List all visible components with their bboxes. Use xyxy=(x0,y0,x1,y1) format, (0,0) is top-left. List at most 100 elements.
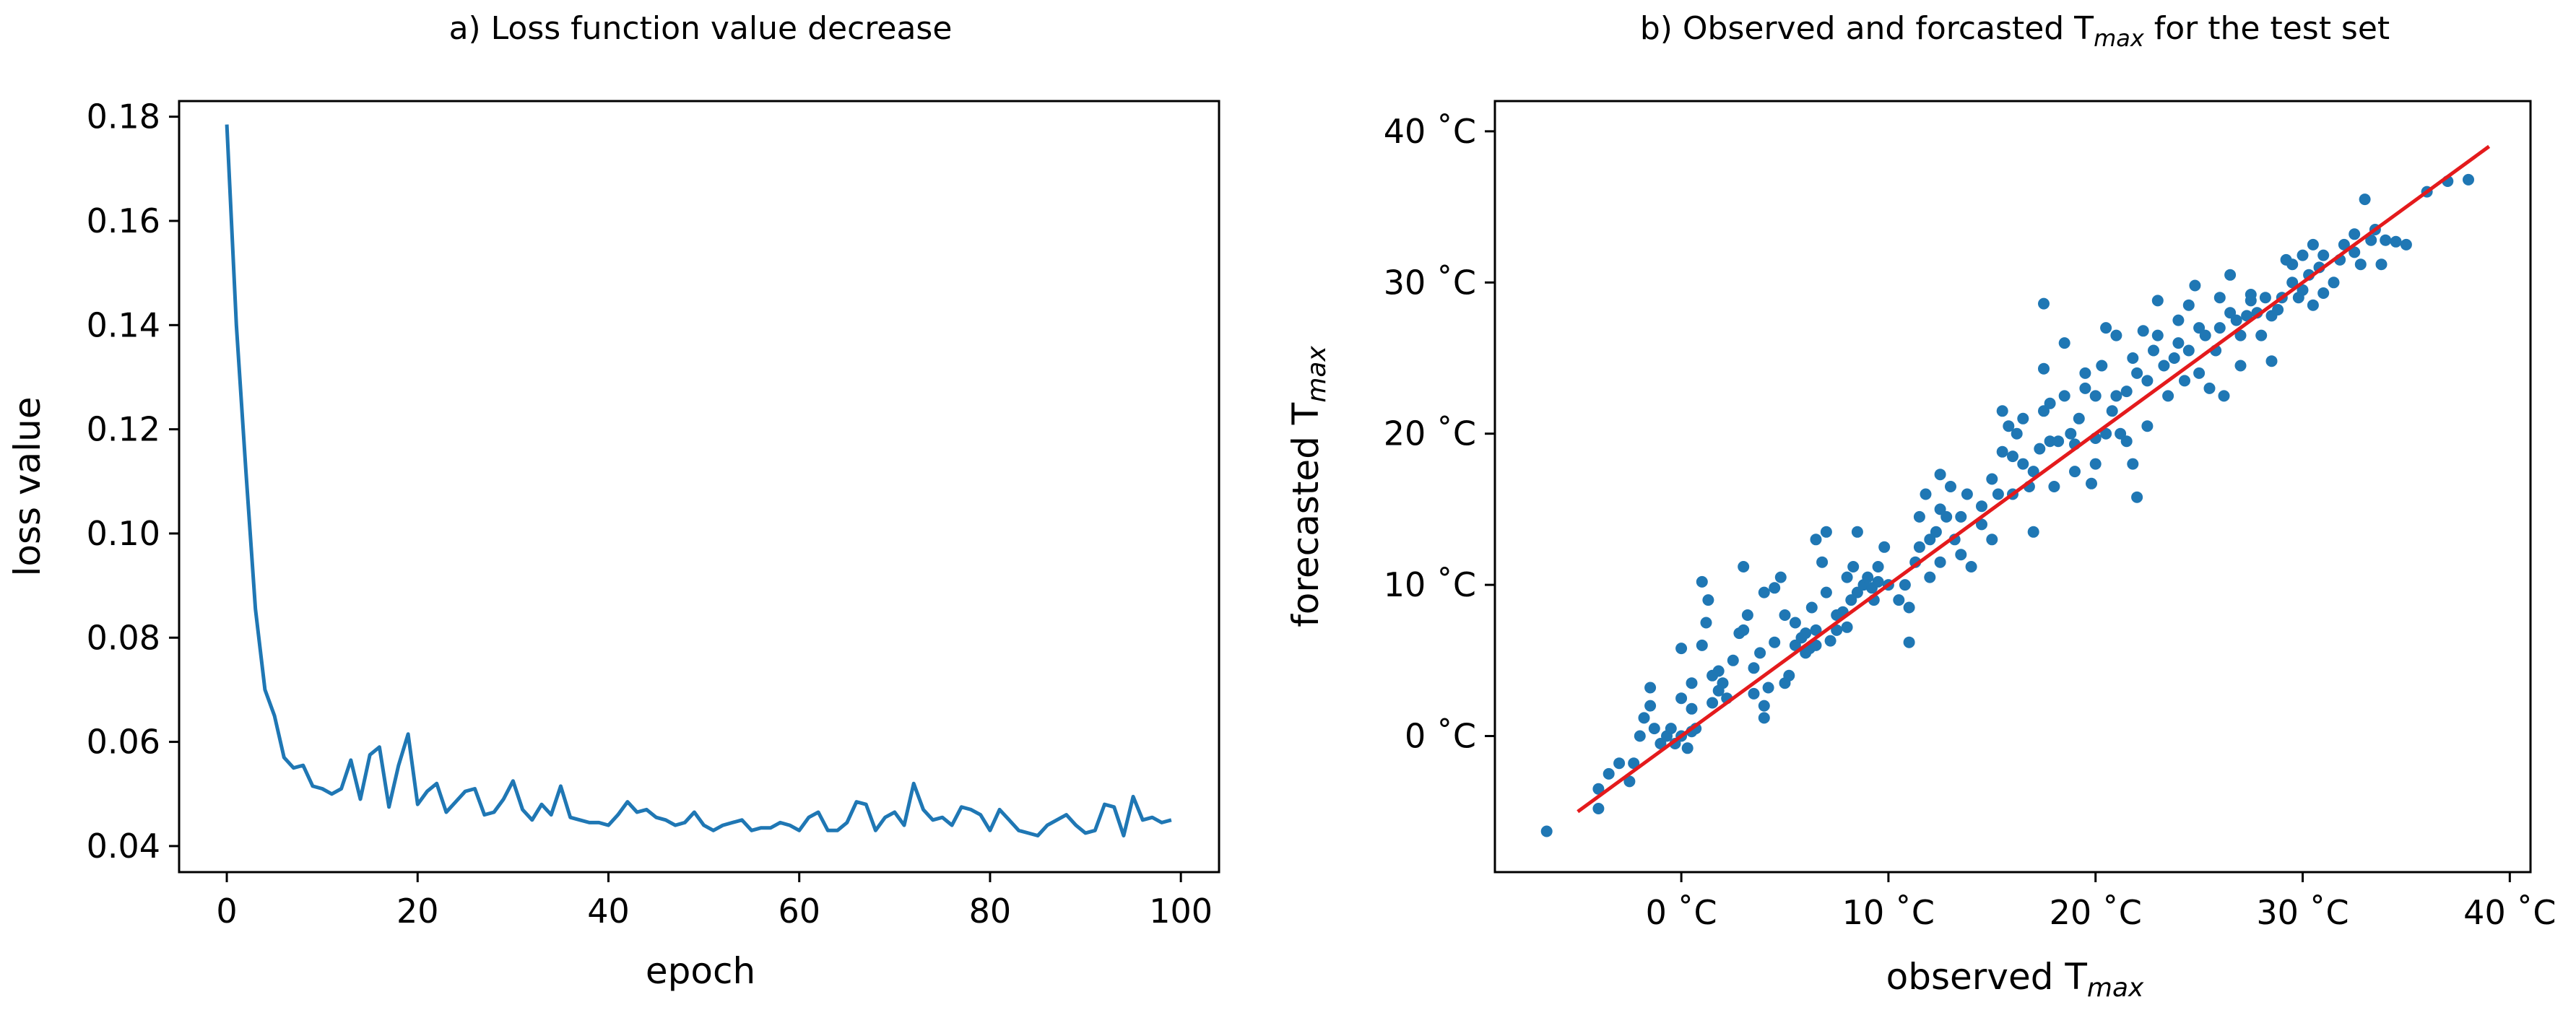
panel-a-ticks: 0 20 40 60 80 100 0.04 0.06 0.08 0.10 0.12 0.14 0.16… xyxy=(87,97,1213,931)
scatter-point xyxy=(1824,635,1836,647)
scatter-point xyxy=(2349,246,2361,258)
y-tick-label: 0.18 xyxy=(87,97,160,136)
y-tick-label: 20 ˚C xyxy=(1384,414,1476,453)
scatter-point xyxy=(1996,405,2008,417)
scatter-point xyxy=(2297,284,2309,296)
scatter-point xyxy=(2390,235,2402,248)
scatter-point xyxy=(1945,481,1956,492)
scatter-point xyxy=(2003,420,2015,432)
scatter-point xyxy=(2058,390,2070,402)
y-tick-label: 30 ˚C xyxy=(1384,263,1476,302)
scatter-point xyxy=(1872,561,1884,573)
scatter-point xyxy=(1603,767,1615,780)
scatter-point xyxy=(2120,435,2133,448)
panel-b-title-sub: max xyxy=(2094,25,2145,52)
panel-b-x-label: observed Tmax xyxy=(1886,956,2144,1003)
y-tick-label: 0.12 xyxy=(87,410,160,449)
panel-b-fit-line-group xyxy=(1577,144,2491,814)
scatter-point xyxy=(1851,526,1863,538)
scatter-point xyxy=(2151,329,2164,341)
scatter-point xyxy=(1738,624,1750,636)
x-tick-label: 20 xyxy=(396,892,439,931)
scatter-point xyxy=(1903,601,1915,614)
scatter-point xyxy=(1903,636,1915,648)
scatter-point xyxy=(1628,757,1640,770)
scatter-point xyxy=(2044,435,2056,448)
scatter-point xyxy=(2089,390,2102,402)
scatter-point xyxy=(1644,700,1657,712)
scatter-point xyxy=(1841,621,1853,633)
scatter-point xyxy=(2073,412,2085,425)
scatter-point xyxy=(2127,458,2139,470)
scatter-point xyxy=(1712,665,1725,677)
scatter-point xyxy=(2286,258,2299,271)
y-tick-label: 40 ˚C xyxy=(1384,112,1476,151)
scatter-point xyxy=(2182,299,2195,311)
scatter-point xyxy=(1748,687,1760,700)
scatter-point xyxy=(2048,481,2060,492)
scatter-point xyxy=(1769,636,1781,648)
scatter-point xyxy=(1769,582,1781,594)
panel-a-loss-chart: a) Loss function value decrease 0 20 40 60 8… xyxy=(6,10,1220,992)
scatter-point xyxy=(1762,682,1774,694)
panel-b-axes-frame xyxy=(1493,100,2532,874)
scatter-point xyxy=(1623,775,1636,788)
scatter-point xyxy=(2265,355,2278,367)
scatter-point xyxy=(1820,526,1832,538)
panel-b-y-label: forecasted Tmax xyxy=(1285,346,1332,627)
scatter-point xyxy=(2065,427,2077,440)
scatter-point xyxy=(2218,390,2230,402)
scatter-point xyxy=(1955,549,1967,561)
scatter-point xyxy=(1810,624,1822,636)
scatter-point xyxy=(2224,269,2237,281)
scatter-point xyxy=(1810,639,1822,651)
scatter-point xyxy=(2354,258,2367,271)
scatter-point xyxy=(1696,639,1708,651)
scatter-point xyxy=(2463,173,2474,186)
scatter-point xyxy=(1592,803,1605,814)
scatter-point xyxy=(2286,277,2299,289)
scatter-point xyxy=(2259,292,2271,304)
scatter-point xyxy=(2007,450,2018,463)
scatter-point xyxy=(2137,325,2149,337)
panel-b-x-label-main: observed T xyxy=(1886,956,2088,998)
x-tick-label: 0 xyxy=(216,892,237,931)
scatter-point xyxy=(2400,238,2412,251)
scatter-point xyxy=(2058,337,2070,349)
scatter-point xyxy=(2089,458,2102,470)
scatter-point xyxy=(2052,435,2065,448)
scatter-point xyxy=(2245,295,2257,307)
scatter-point xyxy=(2365,234,2377,246)
scatter-point xyxy=(1996,445,2008,458)
scatter-point xyxy=(1965,561,1977,573)
scatter-point xyxy=(2017,412,2029,425)
scatter-point xyxy=(1913,510,1925,523)
scatter-point xyxy=(2038,362,2050,375)
scatter-point xyxy=(2131,491,2143,503)
scatter-point xyxy=(1800,627,1812,640)
scatter-point xyxy=(1644,682,1657,694)
scatter-point xyxy=(2011,427,2023,440)
scatter-point xyxy=(1686,702,1698,715)
scatter-point xyxy=(1924,571,1936,583)
panel-a-y-label: loss value xyxy=(6,396,48,576)
scatter-point xyxy=(2172,314,2185,326)
scatter-point xyxy=(2234,360,2247,372)
y-tick-label: 0.06 xyxy=(87,723,160,762)
scatter-point xyxy=(1592,783,1605,795)
scatter-point xyxy=(2172,337,2185,349)
scatter-point xyxy=(1758,712,1770,724)
panel-b-y-label-sub: max xyxy=(1302,346,1332,403)
scatter-point xyxy=(2359,193,2371,206)
scatter-point xyxy=(2193,367,2206,379)
panel-b-x-label-sub: max xyxy=(2087,973,2144,1003)
scatter-point xyxy=(2151,295,2164,307)
scatter-point xyxy=(1893,594,1905,606)
scatter-point xyxy=(2234,329,2247,341)
scatter-point xyxy=(1779,609,1791,621)
scatter-point xyxy=(2141,375,2154,387)
x-tick-label: 80 xyxy=(969,892,1012,931)
scatter-point xyxy=(2110,329,2122,341)
panel-b-points xyxy=(1540,173,2474,837)
